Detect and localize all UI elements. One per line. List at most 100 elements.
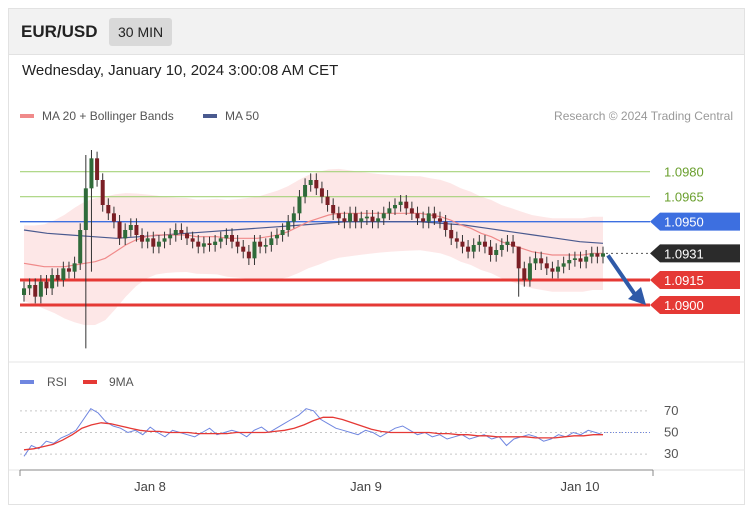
rsi-line xyxy=(23,408,604,457)
candle-body xyxy=(387,208,392,214)
candle-body xyxy=(539,258,544,264)
level-tag-1.0900 xyxy=(650,296,740,314)
timeframe-badge[interactable]: 30 MIN xyxy=(109,18,173,46)
candle-body xyxy=(22,288,26,295)
candle-body xyxy=(567,260,572,264)
candle-body xyxy=(308,180,313,185)
candle-body xyxy=(331,205,336,214)
ma20-legend-swatch xyxy=(20,114,34,118)
candle-body xyxy=(471,245,476,252)
candle-body xyxy=(190,238,195,242)
candle-body xyxy=(61,268,66,280)
candle-body xyxy=(415,213,420,219)
candle-body xyxy=(578,258,583,262)
level-tag-1.0915 xyxy=(650,271,740,289)
candle-body xyxy=(556,266,561,272)
candle-body xyxy=(66,268,71,272)
candle-body xyxy=(499,245,504,250)
candle-body xyxy=(117,221,122,239)
level-tag-1.0931 xyxy=(650,244,740,263)
candle-body xyxy=(156,241,161,247)
candle-body xyxy=(488,246,493,255)
candle-body xyxy=(185,233,190,239)
candle-body xyxy=(291,213,296,222)
level-label-1.0980: 1.0980 xyxy=(664,165,704,180)
candle-body xyxy=(235,241,240,247)
candle-body xyxy=(393,205,398,209)
candle-body xyxy=(342,218,347,222)
candle-body xyxy=(274,235,279,239)
candle-body xyxy=(263,245,268,247)
level-label-1.0931: 1.0931 xyxy=(664,246,704,261)
candle-body xyxy=(432,213,437,219)
candle-body xyxy=(527,263,532,280)
candle-body xyxy=(595,253,600,257)
candle-body xyxy=(258,241,263,247)
candle-body xyxy=(370,216,375,222)
candle-body xyxy=(426,213,431,222)
candle-body xyxy=(511,241,516,247)
candle-body xyxy=(437,218,442,222)
level-tag-1.0950 xyxy=(650,212,740,231)
candle-body xyxy=(466,246,471,252)
candle-body xyxy=(106,205,111,214)
x-tick-label-1: Jan 9 xyxy=(350,479,382,494)
candle-body xyxy=(482,241,487,247)
candle-body xyxy=(151,238,156,247)
candle-body xyxy=(134,225,139,235)
candle-body xyxy=(145,238,150,242)
candle-body xyxy=(229,235,234,242)
candle-body xyxy=(364,216,369,219)
rsi-tick-70: 70 xyxy=(664,403,678,418)
rsi-legend-label: RSI xyxy=(47,375,67,389)
candle-body xyxy=(246,251,251,259)
ma9-line xyxy=(23,416,603,451)
candle-body xyxy=(168,235,173,239)
x-tick-label-2: Jan 10 xyxy=(560,479,599,494)
candle-body xyxy=(443,221,448,230)
candle-body xyxy=(89,158,94,189)
candle-body xyxy=(213,241,218,245)
candle-body xyxy=(494,250,499,255)
candle-body xyxy=(201,243,206,247)
candle-body xyxy=(252,241,257,259)
candle-body xyxy=(572,258,577,260)
candle-body xyxy=(286,221,291,230)
candle-body xyxy=(297,196,302,214)
candle-body xyxy=(269,238,274,245)
ma9-legend-label: 9MA xyxy=(109,375,134,389)
candle-body xyxy=(353,213,358,222)
candle-body xyxy=(179,230,184,234)
level-label-1.0950: 1.0950 xyxy=(664,215,704,230)
ma50-legend-swatch xyxy=(203,114,217,118)
candle-body xyxy=(325,196,330,205)
candle-body xyxy=(140,235,145,242)
candle-body xyxy=(584,256,589,262)
ma9-legend-swatch xyxy=(83,380,97,384)
source-credit: Research © 2024 Trading Central xyxy=(554,109,733,123)
candle-body xyxy=(111,213,116,222)
candle-body xyxy=(348,213,353,222)
candle-body xyxy=(460,241,465,247)
bollinger-band xyxy=(24,168,603,326)
candle-body xyxy=(196,241,201,247)
candle-body xyxy=(162,238,167,242)
projection-arrowhead xyxy=(628,287,646,305)
ma20-legend-label: MA 20 + Bollinger Bands xyxy=(42,109,174,123)
x-tick-label-0: Jan 8 xyxy=(134,479,166,494)
candle-body xyxy=(533,258,538,264)
candle-body xyxy=(95,158,100,180)
candle-body xyxy=(376,218,381,222)
candle-body xyxy=(303,185,308,197)
rsi-tick-50: 50 xyxy=(664,425,678,440)
level-label-1.0965: 1.0965 xyxy=(664,190,704,205)
symbol-title: EUR/USD xyxy=(21,22,98,41)
candle-body xyxy=(319,188,324,197)
candle-body xyxy=(128,225,133,230)
candle-body xyxy=(454,238,459,242)
candle-body xyxy=(561,263,566,267)
rsi-legend-swatch xyxy=(20,380,34,384)
candle-body xyxy=(224,235,229,239)
candle-body xyxy=(123,230,128,239)
